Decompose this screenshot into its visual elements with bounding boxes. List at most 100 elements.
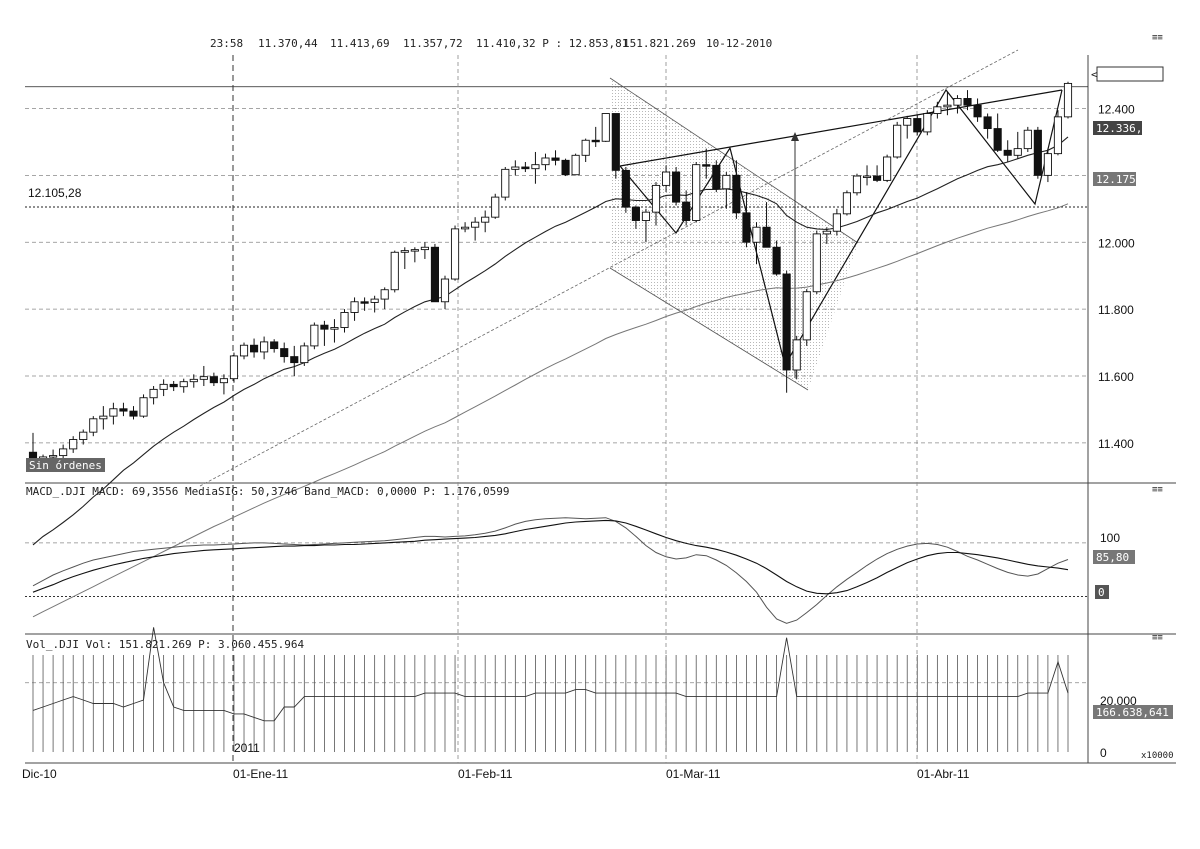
shaded-channel	[610, 78, 858, 390]
candle	[521, 162, 530, 173]
candle-body-up	[923, 113, 932, 133]
candle-body-up	[89, 418, 98, 433]
candle-body-up	[440, 278, 450, 303]
last-price-badge: 12.336,26	[1096, 122, 1156, 135]
candle-body-up	[189, 378, 198, 383]
candle	[742, 192, 751, 248]
support-level-label: 12.105,28	[28, 186, 82, 200]
candle	[571, 153, 580, 176]
candle-body-up	[461, 226, 470, 230]
candle	[290, 345, 299, 376]
candle	[943, 91, 952, 116]
candle-body-down	[280, 348, 289, 358]
order-pointer-icon: <	[1091, 68, 1098, 81]
candle	[752, 222, 761, 264]
corner-tag-volume[interactable]: ≡≡	[1152, 633, 1163, 643]
candle-body-up	[260, 341, 269, 353]
candle	[380, 287, 389, 310]
header-high: 11.413,69	[330, 37, 390, 50]
candle-body-up	[310, 324, 319, 347]
candle	[1013, 131, 1022, 159]
candle	[692, 162, 701, 223]
ma-line-short	[32, 136, 1069, 546]
candle-body-up	[481, 216, 490, 223]
header-close: 11.410,32 P : 12.853,81	[476, 37, 628, 50]
target-arrow-head	[791, 132, 799, 141]
candle	[219, 374, 228, 395]
candle	[1043, 148, 1052, 183]
candle-body-up	[953, 98, 962, 106]
status-badge[interactable]: Sin órdenes	[29, 459, 102, 472]
header-info: 23:58 11.370,44 11.413,69 11.357,72 11.4…	[210, 37, 772, 50]
candle	[501, 167, 510, 201]
candle	[541, 153, 550, 171]
candle-body-up	[511, 166, 520, 170]
candle	[229, 352, 239, 383]
candle	[842, 190, 851, 216]
price-tick-label: 11.400	[1098, 437, 1134, 451]
channel-upper-line	[609, 77, 859, 244]
header-open: 11.370,44	[258, 37, 318, 50]
candle	[973, 98, 982, 122]
candle-body-down	[983, 116, 992, 130]
candle	[390, 250, 399, 293]
macd-signal-line	[32, 519, 1069, 595]
candle-body-down	[702, 164, 711, 167]
candle	[903, 115, 912, 139]
candle-body-down	[521, 166, 530, 170]
candle-body-down	[621, 169, 630, 208]
candle-body-up	[581, 139, 590, 156]
channel-lower-line	[609, 267, 809, 391]
candle	[822, 227, 831, 244]
price-tick-label: 12.400	[1098, 103, 1135, 117]
candle-body-up	[139, 397, 148, 417]
candle-body-down	[320, 324, 329, 330]
candle-body-up	[149, 388, 158, 399]
candle	[149, 386, 158, 405]
candle	[762, 202, 771, 248]
corner-tag-price[interactable]: ≡≡	[1152, 33, 1163, 43]
candle-body-up	[541, 157, 550, 166]
candle	[561, 158, 570, 177]
candle	[672, 167, 681, 206]
candle-body-up	[752, 226, 761, 243]
candle-body-up	[832, 213, 841, 232]
candle-body-up	[1013, 148, 1022, 156]
candle	[792, 335, 801, 380]
candle	[812, 230, 821, 295]
candle	[551, 150, 560, 166]
candle-body-up	[370, 298, 379, 303]
candle	[129, 406, 138, 420]
candle-body-down	[290, 356, 299, 364]
candle	[159, 379, 168, 397]
candle-body-down	[169, 383, 178, 388]
candle	[531, 151, 540, 184]
candle-body-down	[1003, 149, 1012, 156]
candle	[832, 208, 841, 236]
candle	[270, 339, 279, 353]
candle	[953, 95, 962, 114]
candle	[993, 113, 1002, 152]
candle-body-down	[782, 273, 791, 371]
candle-body-up	[852, 175, 862, 194]
corner-tag-macd[interactable]: ≡≡	[1152, 485, 1163, 495]
candle	[631, 205, 640, 229]
candle-body-up	[350, 301, 359, 313]
candle-body-up	[179, 381, 188, 388]
macd-label: MACD_.DJI MACD: 69,3556 MediaSIG: 50,374…	[26, 485, 509, 498]
candle	[250, 338, 259, 358]
candle-body-up	[49, 455, 58, 458]
resistance-line	[619, 89, 1063, 167]
candle-body-down	[551, 157, 560, 161]
x-tick-abr: 01-Abr-11	[917, 767, 970, 781]
candle-body-up	[943, 104, 952, 108]
candle	[621, 167, 630, 213]
candle-body-down	[28, 451, 38, 460]
candle	[641, 208, 651, 243]
candle	[109, 402, 118, 425]
candle-body-down	[430, 246, 440, 303]
candle	[440, 275, 450, 310]
candle	[883, 154, 892, 183]
candle-body-up	[692, 164, 701, 221]
order-input-box[interactable]	[1096, 66, 1164, 82]
